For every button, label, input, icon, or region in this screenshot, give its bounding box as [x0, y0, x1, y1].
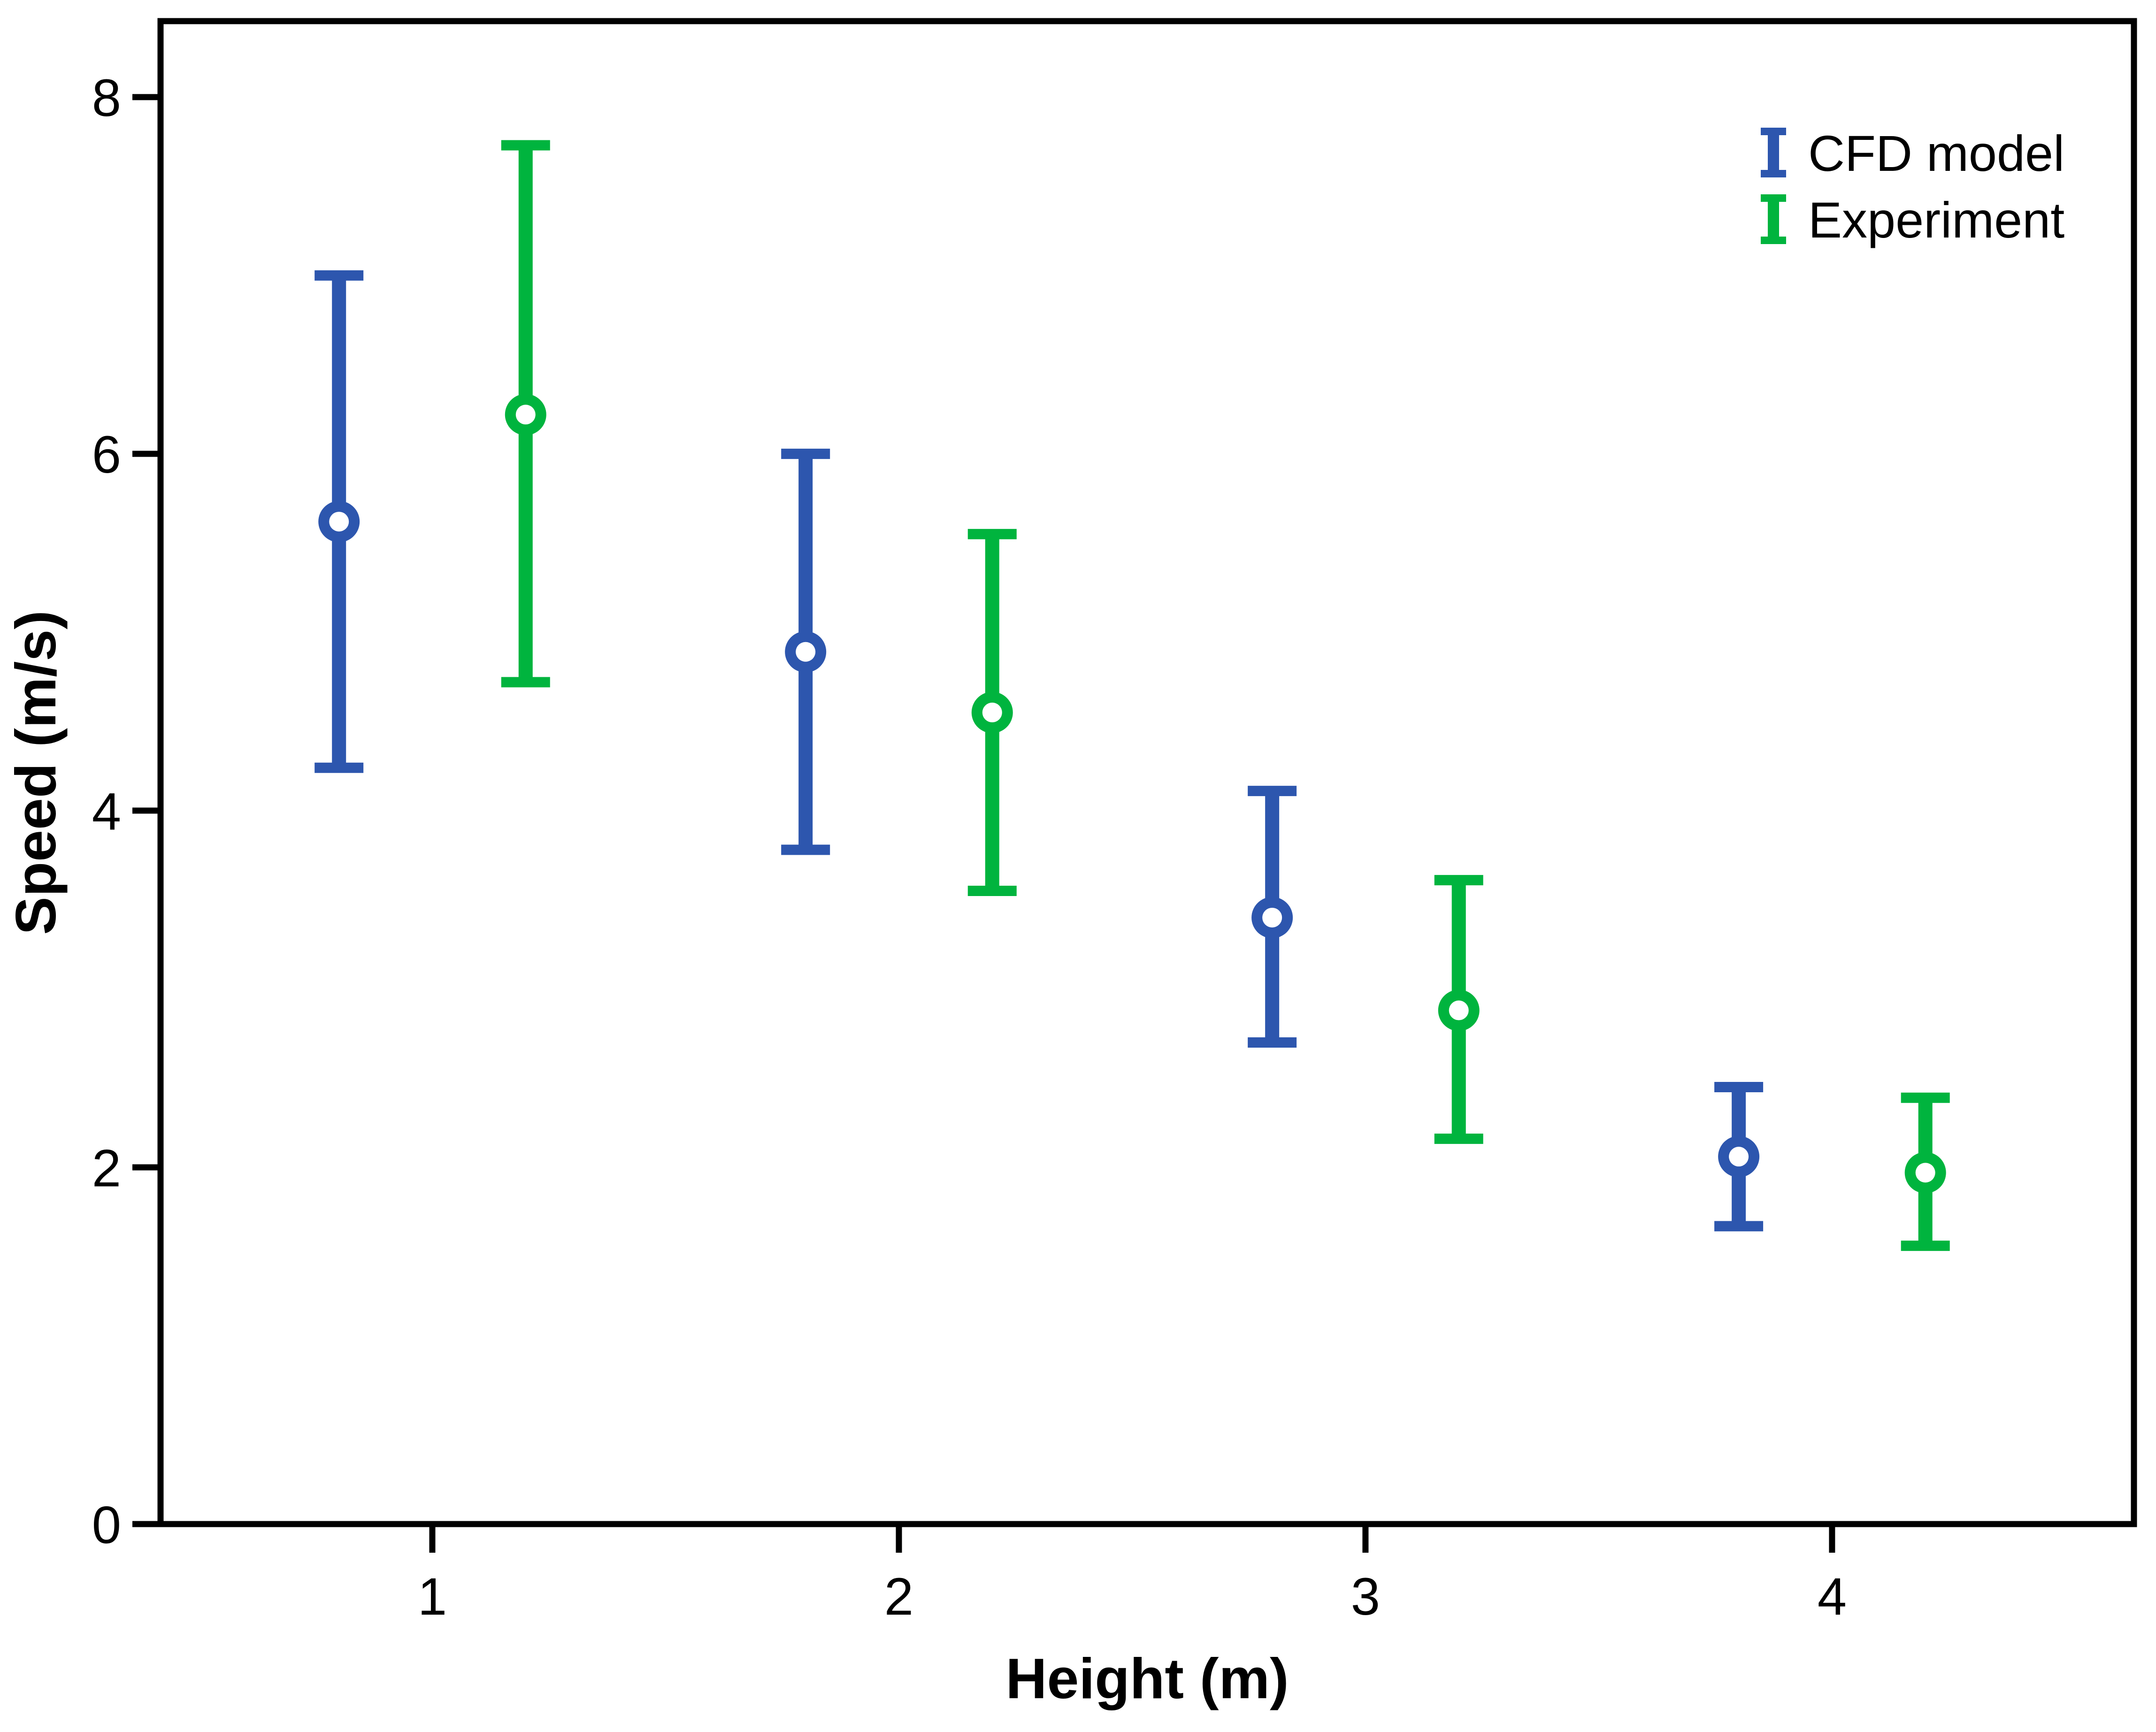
series-experiment [501, 140, 1950, 1251]
y-axis-title: Speed (m/s) [4, 610, 68, 935]
x-tick-label: 4 [1818, 1567, 1847, 1626]
x-tick-label: 2 [884, 1567, 913, 1626]
y-tick-label: 4 [92, 782, 121, 841]
errorbar-marker-icon [1761, 128, 1786, 177]
error-bar [1248, 786, 1297, 1048]
error-bar [967, 529, 1017, 896]
error-bar [1714, 1081, 1764, 1232]
legend-label-cfd-model: CFD model [1808, 125, 2064, 182]
plot-frame [157, 18, 2137, 1527]
error-bar [781, 448, 830, 855]
error-bar [1901, 1092, 1950, 1251]
legend-label-experiment: Experiment [1808, 192, 2064, 248]
legend-item-cfd-model: CFD model [1761, 125, 2064, 182]
legend: CFD model Experiment [1761, 125, 2064, 248]
x-tick-label: 1 [418, 1567, 447, 1626]
error-bar [1434, 875, 1483, 1144]
x-tick-label: 3 [1351, 1567, 1380, 1626]
y-tick-label: 0 [92, 1495, 121, 1554]
x-axis-title: Height (m) [1005, 1647, 1289, 1710]
errorbar-marker-icon [1761, 194, 1786, 244]
y-tick-label: 6 [92, 425, 121, 484]
legend-item-experiment: Experiment [1761, 192, 2064, 248]
series-cfd-model [315, 270, 1764, 1232]
y-tick-label: 2 [92, 1139, 121, 1197]
error-bar [315, 270, 364, 773]
y-tick-label: 8 [92, 69, 121, 127]
data-series [315, 140, 1950, 1251]
axis-ticks: 0 2 4 6 8 1 2 3 4 [92, 69, 1847, 1626]
error-bar [501, 140, 550, 688]
